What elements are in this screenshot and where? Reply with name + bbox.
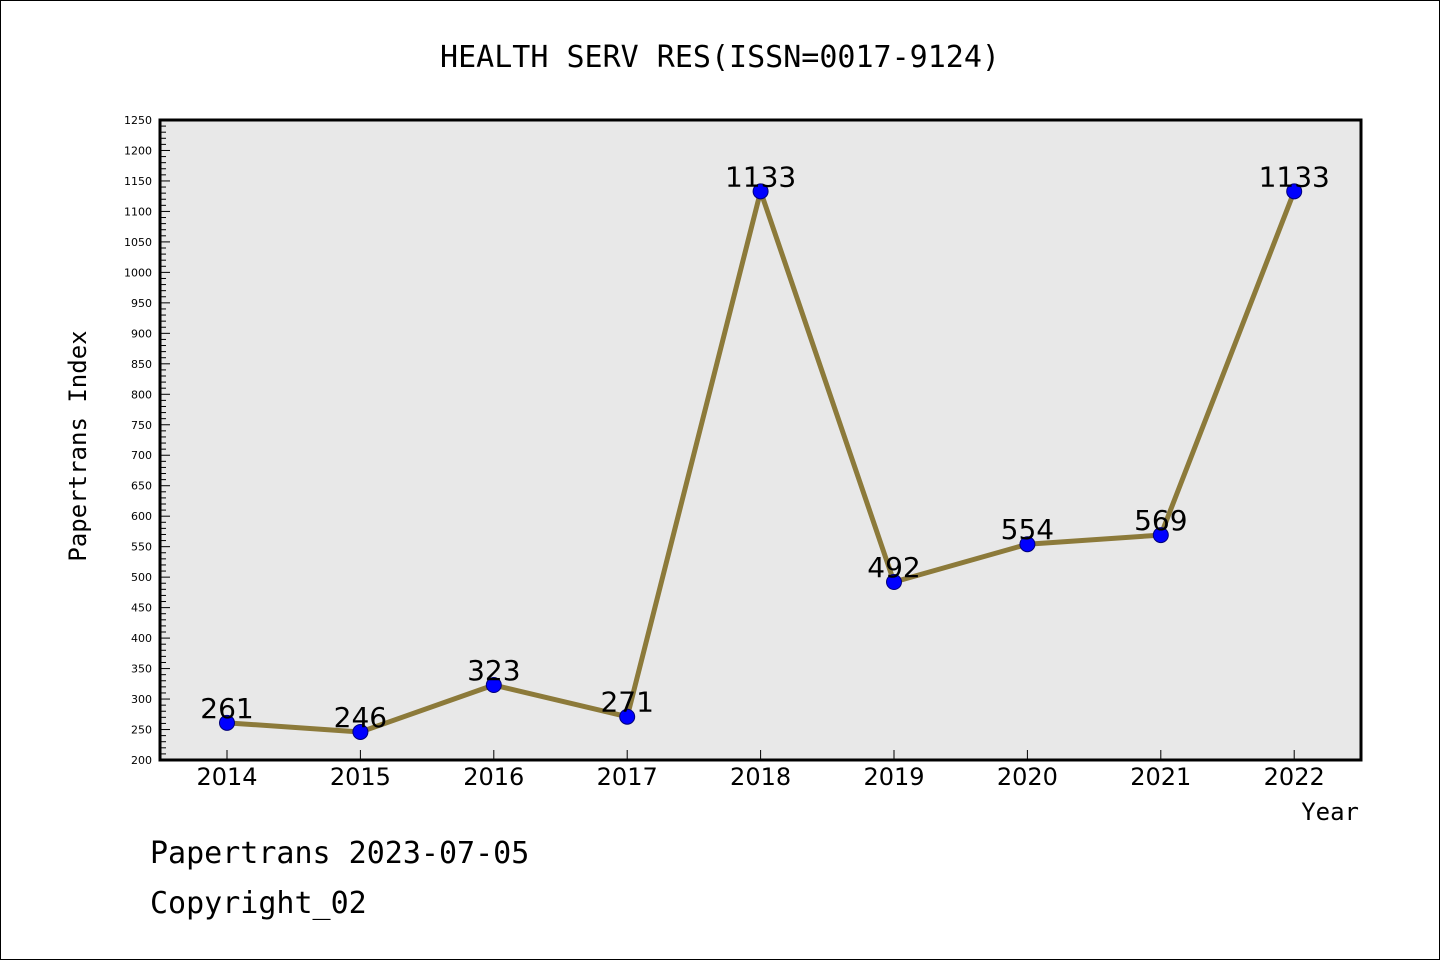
data-point bbox=[886, 574, 902, 591]
x-tick-label: 2018 bbox=[730, 763, 791, 791]
x-tick-label: 2014 bbox=[196, 763, 257, 791]
y-tick-label: 1100 bbox=[124, 205, 152, 218]
y-axis-tick-labels: 200 250 300 350 400 450 500 550 600 650 700 750 800 8… bbox=[124, 114, 152, 767]
plot-area bbox=[160, 120, 1361, 760]
y-tick-label: 750 bbox=[131, 419, 152, 432]
y-axis-label: Papertrans Index bbox=[64, 330, 92, 561]
footer-date: Papertrans 2023-07-05 bbox=[150, 836, 530, 871]
y-tick-label: 250 bbox=[131, 724, 152, 737]
data-point bbox=[1152, 527, 1169, 544]
x-tick-label: 2017 bbox=[597, 763, 658, 791]
data-label: 261 bbox=[200, 692, 253, 725]
y-tick-label: 500 bbox=[131, 571, 152, 584]
y-tick-label: 350 bbox=[131, 663, 152, 676]
y-tick-label: 1250 bbox=[124, 114, 152, 127]
y-tick-label: 600 bbox=[131, 510, 152, 523]
data-label: 271 bbox=[600, 686, 653, 719]
data-label: 246 bbox=[334, 701, 387, 734]
data-point bbox=[619, 708, 636, 725]
y-tick-label: 550 bbox=[131, 541, 152, 554]
data-point bbox=[1286, 183, 1303, 200]
y-tick-label: 1200 bbox=[124, 144, 152, 157]
x-tick-label: 2021 bbox=[1130, 763, 1191, 791]
y-tick-label: 850 bbox=[131, 358, 152, 371]
y-tick-label: 1050 bbox=[124, 236, 152, 249]
data-point bbox=[485, 677, 502, 694]
data-label: 1133 bbox=[1259, 160, 1330, 193]
y-tick-label: 900 bbox=[131, 327, 152, 340]
y-tick-label: 1150 bbox=[124, 175, 152, 188]
data-point bbox=[752, 183, 769, 200]
data-label: 554 bbox=[1001, 513, 1054, 546]
plot-border bbox=[158, 118, 1363, 762]
data-point bbox=[219, 714, 235, 731]
data-label: 323 bbox=[467, 654, 520, 687]
data-label: 569 bbox=[1134, 504, 1187, 537]
series-markers bbox=[219, 183, 1303, 740]
chart-title: HEALTH SERV RES(ISSN=0017-9124) bbox=[440, 40, 1000, 75]
y-tick-label: 650 bbox=[131, 480, 152, 493]
data-label: 1133 bbox=[725, 160, 796, 193]
y-tick-label: 200 bbox=[131, 754, 152, 767]
y-tick-label: 950 bbox=[131, 297, 152, 310]
y-tick-label: 450 bbox=[131, 602, 152, 615]
y-tick-label: 800 bbox=[131, 388, 152, 401]
y-tick-label: 1000 bbox=[124, 266, 152, 279]
x-tick-label: 2016 bbox=[463, 763, 524, 791]
x-tick-label: 2020 bbox=[997, 763, 1058, 791]
x-tick-label: 2015 bbox=[330, 763, 391, 791]
data-label: 492 bbox=[867, 551, 920, 584]
y-tick-label: 700 bbox=[131, 449, 152, 462]
data-point bbox=[1019, 536, 1036, 553]
x-axis-label: Year bbox=[1301, 798, 1359, 826]
footer-copyright: Copyright_02 bbox=[150, 886, 367, 921]
x-tick-label: 2019 bbox=[863, 763, 924, 791]
x-tick-label: 2022 bbox=[1264, 763, 1325, 791]
data-labels: 261 246 323 271 1133 492 554 569 1133 bbox=[200, 160, 1330, 734]
y-tick-label: 300 bbox=[131, 693, 152, 706]
x-axis-tick-labels: 2014 2015 2016 2017 2018 2019 2020 2021 2022 bbox=[196, 763, 1324, 791]
data-point bbox=[352, 723, 369, 740]
y-tick-label: 400 bbox=[131, 632, 152, 645]
x-axis-ticks bbox=[226, 750, 1295, 760]
